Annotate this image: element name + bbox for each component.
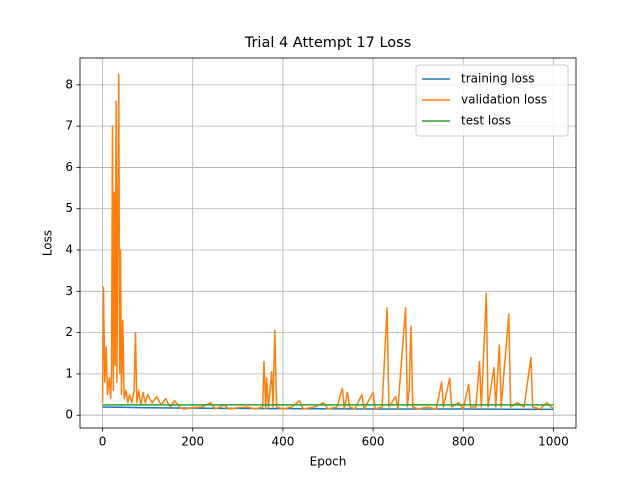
x-tick-label: 0 — [99, 435, 107, 449]
x-tick-label: 200 — [181, 435, 204, 449]
chart-title: Trial 4 Attempt 17 Loss — [244, 35, 412, 51]
legend-label: training loss — [461, 72, 534, 86]
legend-box — [415, 64, 569, 137]
y-axis-label: Loss — [41, 230, 55, 256]
x-tick-label: 600 — [362, 435, 385, 449]
x-tick-label: 1000 — [538, 435, 569, 449]
y-tick-label: 3 — [65, 284, 73, 298]
x-tick-label: 400 — [271, 435, 294, 449]
y-tick-label: 1 — [65, 366, 73, 380]
x-axis-label: Epoch — [310, 455, 347, 469]
y-tick-label: 2 — [65, 325, 73, 339]
x-tick-label: 800 — [452, 435, 475, 449]
y-tick-label: 7 — [65, 119, 73, 133]
line — [101, 73, 554, 410]
y-tick-label: 5 — [65, 201, 73, 215]
y-tick-label: 4 — [65, 243, 73, 257]
legend-label: test loss — [461, 114, 511, 128]
y-tick-label: 6 — [65, 160, 73, 174]
y-tick-label: 0 — [65, 408, 73, 422]
y-tick-label: 8 — [65, 77, 73, 91]
legend-label: validation loss — [461, 93, 547, 107]
plot-frame — [79, 57, 577, 429]
